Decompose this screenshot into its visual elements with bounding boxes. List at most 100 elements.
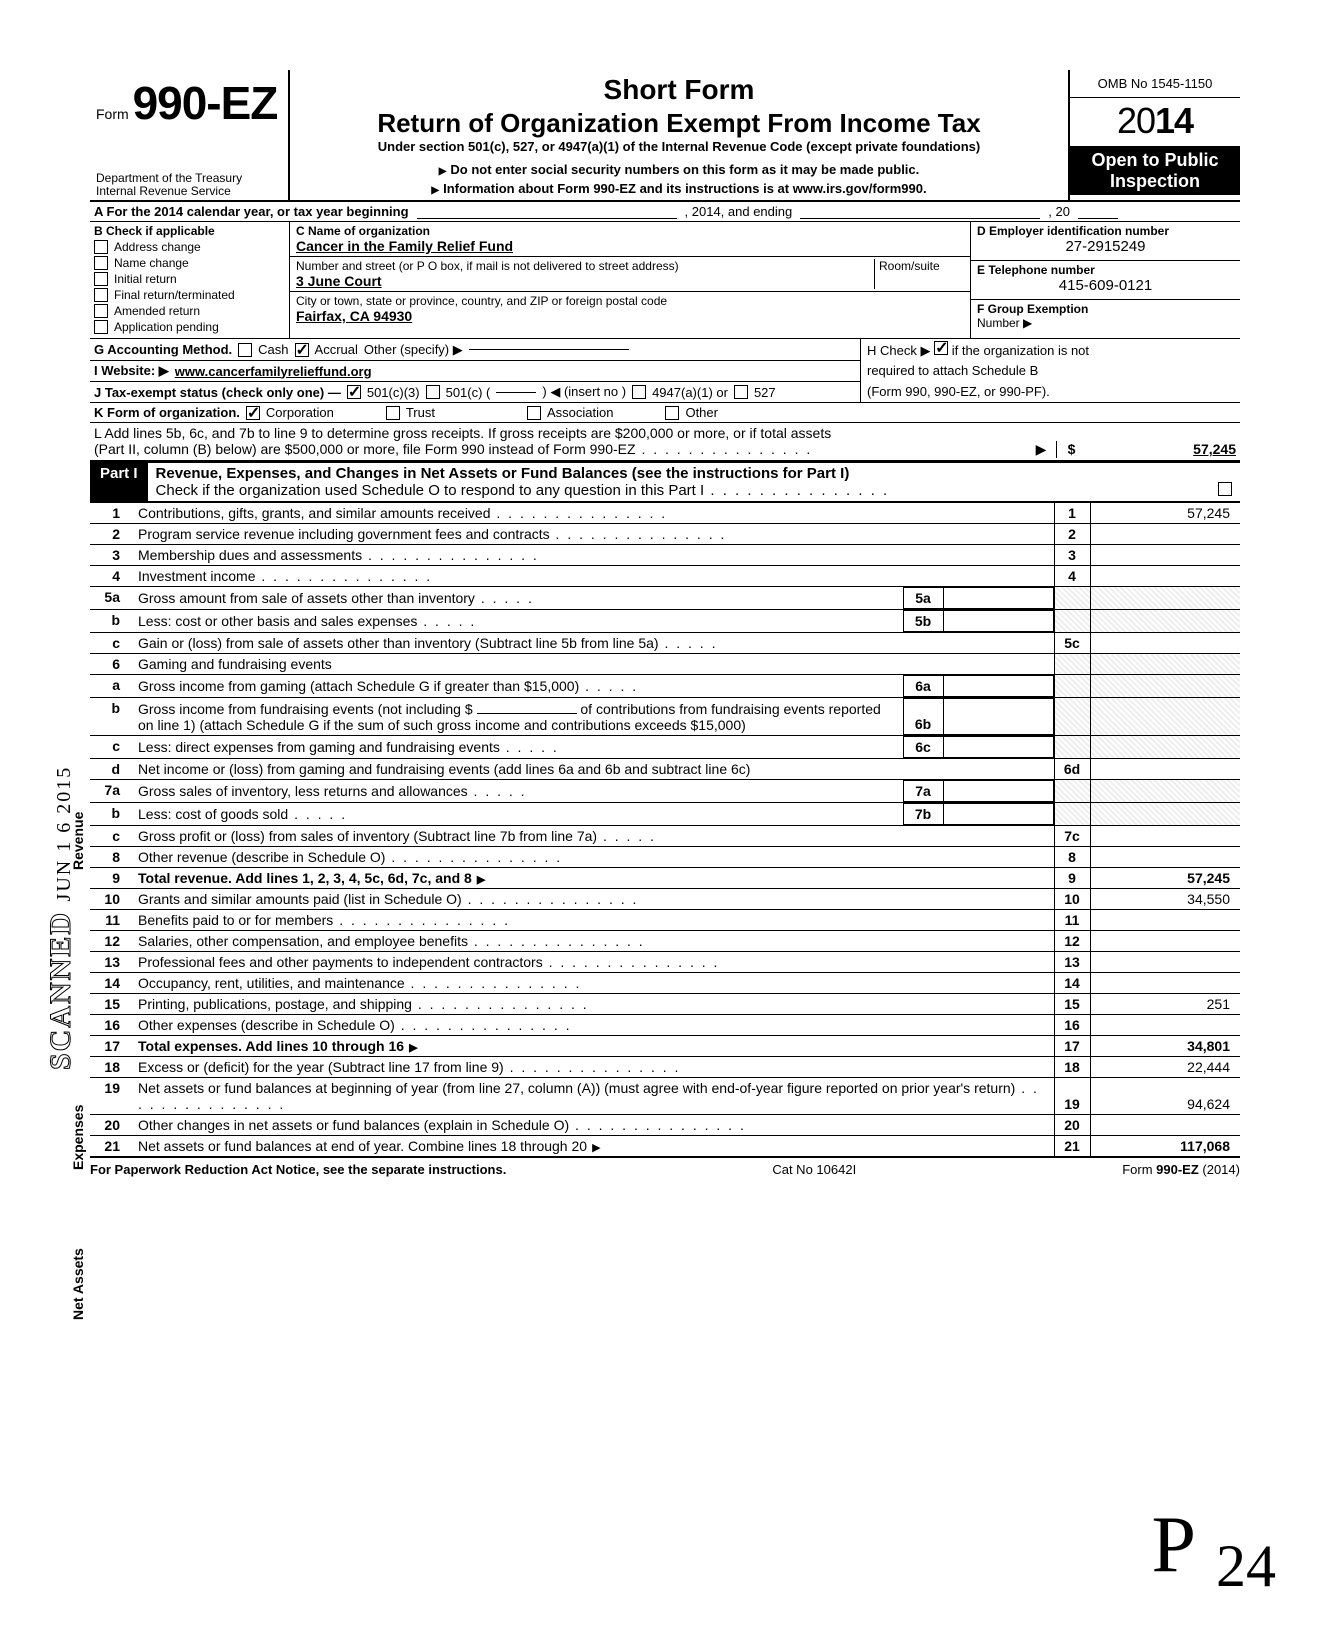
note-ssn: Do not enter social security numbers on … <box>298 162 1060 177</box>
cb-501c[interactable] <box>426 385 440 399</box>
line-1: 1Contributions, gifts, grants, and simil… <box>90 503 1240 524</box>
6b-contrib-input[interactable] <box>477 713 577 714</box>
tax-year-end-yy[interactable] <box>1078 204 1118 219</box>
val-7a[interactable] <box>943 781 1053 802</box>
val-21: 117,068 <box>1090 1136 1240 1157</box>
val-16 <box>1090 1015 1240 1036</box>
line-10: 10Grants and similar amounts paid (list … <box>90 889 1240 910</box>
tax-year-begin-input[interactable] <box>417 204 677 219</box>
line-20: 20Other changes in net assets or fund ba… <box>90 1115 1240 1136</box>
col-def: D Employer identification number 27-2915… <box>970 222 1240 338</box>
val-14 <box>1090 973 1240 994</box>
cb-cash[interactable] <box>238 343 252 357</box>
row-j-tax-exempt: J Tax-exempt status (check only one) — 5… <box>90 382 860 403</box>
val-6d <box>1090 759 1240 780</box>
val-13 <box>1090 952 1240 973</box>
line-14: 14Occupancy, rent, utilities, and mainte… <box>90 973 1240 994</box>
signature-mark: P <box>1152 1500 1197 1591</box>
val-8 <box>1090 847 1240 868</box>
val-6a[interactable] <box>943 676 1053 697</box>
header-left: Form 990-EZ Department of the Treasury I… <box>90 70 290 200</box>
line-7c: cGross profit or (loss) from sales of in… <box>90 826 1240 847</box>
val-4 <box>1090 566 1240 587</box>
org-street: 3 June Court <box>296 273 382 289</box>
org-city: Fairfax, CA 94930 <box>296 308 412 324</box>
cb-527[interactable] <box>734 385 748 399</box>
title-return: Return of Organization Exempt From Incom… <box>298 108 1060 139</box>
line-19: 19Net assets or fund balances at beginni… <box>90 1078 1240 1115</box>
row-a-tax-year: A For the 2014 calendar year, or tax yea… <box>90 202 1240 222</box>
line-15: 15Printing, publications, postage, and s… <box>90 994 1240 1015</box>
side-label-expenses: Expenses <box>70 1105 86 1170</box>
row-h-check: H Check ▶ if the organization is not <box>860 339 1240 361</box>
val-15: 251 <box>1090 994 1240 1015</box>
cb-final-return[interactable] <box>94 288 108 302</box>
tax-year-end-input[interactable] <box>800 204 1040 219</box>
cb-schedule-b[interactable] <box>934 341 948 355</box>
side-label-net-assets: Net Assets <box>70 1248 86 1320</box>
line-6d: dNet income or (loss) from gaming and fu… <box>90 759 1240 780</box>
val-1: 57,245 <box>1090 503 1240 524</box>
val-11 <box>1090 910 1240 931</box>
cb-accrual[interactable] <box>295 343 309 357</box>
cb-trust[interactable] <box>386 406 400 420</box>
val-5b[interactable] <box>943 611 1053 632</box>
cb-4947[interactable] <box>632 385 646 399</box>
cb-name-change[interactable] <box>94 256 108 270</box>
val-7b[interactable] <box>943 804 1053 825</box>
cb-schedule-o[interactable] <box>1218 482 1232 496</box>
form-990ez: Form 990-EZ Department of the Treasury I… <box>90 70 1240 1177</box>
year-prefix: 20 <box>1117 100 1155 141</box>
val-18: 22,444 <box>1090 1057 1240 1078</box>
line-9: 9Total revenue. Add lines 1, 2, 3, 4, 5c… <box>90 868 1240 889</box>
cb-app-pending[interactable] <box>94 320 108 334</box>
line-4: 4Investment income4 <box>90 566 1240 587</box>
line-7a: 7a Gross sales of inventory, less return… <box>90 780 1240 803</box>
cb-association[interactable] <box>527 406 541 420</box>
val-6b[interactable] <box>943 699 1053 735</box>
line-11: 11Benefits paid to or for members11 <box>90 910 1240 931</box>
cb-amended[interactable] <box>94 304 108 318</box>
501c-insert[interactable] <box>496 392 536 393</box>
form-prefix: Form <box>96 106 129 122</box>
open-to-public: Open to Public Inspection <box>1070 146 1240 195</box>
val-6c[interactable] <box>943 737 1053 758</box>
cb-corporation[interactable] <box>246 406 260 420</box>
val-9: 57,245 <box>1090 868 1240 889</box>
val-17: 34,801 <box>1090 1036 1240 1057</box>
year-bold: 14 <box>1155 100 1193 141</box>
row-h-line3: (Form 990, 990-EZ, or 990-PF). <box>860 382 1240 403</box>
line-5b: b Less: cost or other basis and sales ex… <box>90 610 1240 633</box>
title-short-form: Short Form <box>298 74 1060 106</box>
dept-line2: Internal Revenue Service <box>96 185 282 198</box>
val-2 <box>1090 524 1240 545</box>
footer-form: Form 990-EZ (2014) <box>1122 1162 1240 1177</box>
col-c-org: C Name of organization Cancer in the Fam… <box>290 222 970 338</box>
header-center: Short Form Return of Organization Exempt… <box>290 70 1070 200</box>
val-12 <box>1090 931 1240 952</box>
val-19: 94,624 <box>1090 1078 1240 1115</box>
val-3 <box>1090 545 1240 566</box>
val-20 <box>1090 1115 1240 1136</box>
cb-initial-return[interactable] <box>94 272 108 286</box>
form-header: Form 990-EZ Department of the Treasury I… <box>90 70 1240 202</box>
handwritten-page-number: 24 <box>1216 1532 1276 1601</box>
note-info: Information about Form 990-EZ and its in… <box>298 181 1060 196</box>
line-13: 13Professional fees and other payments t… <box>90 952 1240 973</box>
line-6b: b Gross income from fundraising events (… <box>90 698 1240 736</box>
val-5c <box>1090 633 1240 654</box>
val-5a[interactable] <box>943 588 1053 609</box>
footer-left: For Paperwork Reduction Act Notice, see … <box>90 1162 506 1177</box>
cb-501c3[interactable] <box>347 385 361 399</box>
gross-receipts-value: 57,245 <box>1086 441 1236 458</box>
cb-other-org[interactable] <box>665 406 679 420</box>
accounting-other-input[interactable] <box>469 349 629 350</box>
phone-value: 415-609-0121 <box>977 277 1234 294</box>
line-3: 3Membership dues and assessments3 <box>90 545 1240 566</box>
block-bcdef: B Check if applicable Address change Nam… <box>90 222 1240 339</box>
footer-cat: Cat No 10642I <box>772 1162 856 1177</box>
cb-address-change[interactable] <box>94 240 108 254</box>
dept-line1: Department of the Treasury <box>96 172 282 185</box>
line-6: 6Gaming and fundraising events <box>90 654 1240 675</box>
line-7b: b Less: cost of goods sold 7b <box>90 803 1240 826</box>
